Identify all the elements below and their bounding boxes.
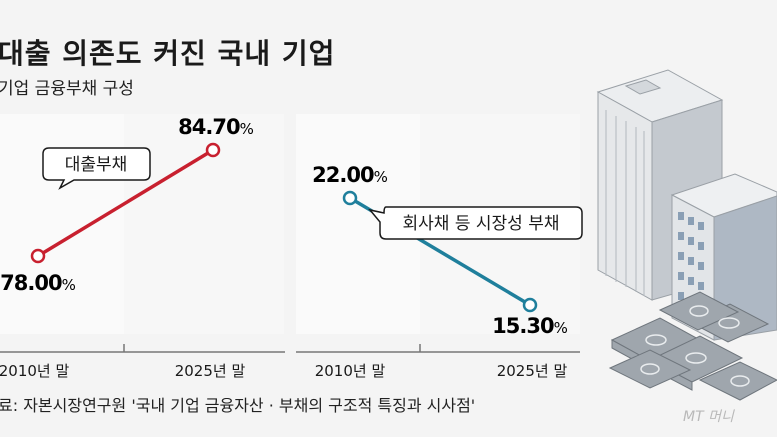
series-line-loan (37, 148, 214, 258)
publisher-watermark: MT 머니 (683, 409, 734, 425)
panel1-left-band (0, 114, 124, 334)
chart-subtitle: 기업 금융부채 구성 (0, 79, 134, 99)
series-callout-bond: 회사채 등 시장성 부채 (368, 206, 583, 240)
x-tick-label-panel2-2010: 2010년 말 (315, 362, 386, 380)
won-banknote-stack-illustration (608, 291, 777, 401)
office-buildings-illustration (596, 69, 777, 341)
series-name-bond: 회사채 등 시장성 부채 (403, 214, 560, 234)
data-point-bond-2010 (342, 190, 358, 206)
series-callout-loan: 대출부채 (42, 147, 151, 190)
x-tick-label-panel2-2025: 2025년 말 (497, 362, 568, 380)
x-tick-label-panel1-2025: 2025년 말 (175, 362, 246, 380)
data-label-bond-2010: 22.00% (312, 163, 388, 187)
source-note: 료: 자본시장연구원 '국내 기업 금융자산 · 부채의 구조적 특징과 시사점… (0, 396, 476, 415)
data-label-bond-2025: 15.30% (492, 314, 568, 338)
data-label-loan-2025: 84.70% (178, 115, 254, 139)
data-point-loan-2010 (30, 248, 46, 264)
data-point-loan-2025 (205, 142, 221, 158)
panel1-right-band (124, 114, 284, 334)
series-name-loan: 대출부채 (65, 155, 128, 175)
data-point-bond-2025 (522, 297, 538, 313)
data-label-loan-2010: 78.00% (0, 271, 76, 295)
chart-title: 대출 의존도 커진 국내 기업 (0, 37, 336, 70)
x-tick-label-panel1-2010: 2010년 말 (0, 362, 69, 380)
